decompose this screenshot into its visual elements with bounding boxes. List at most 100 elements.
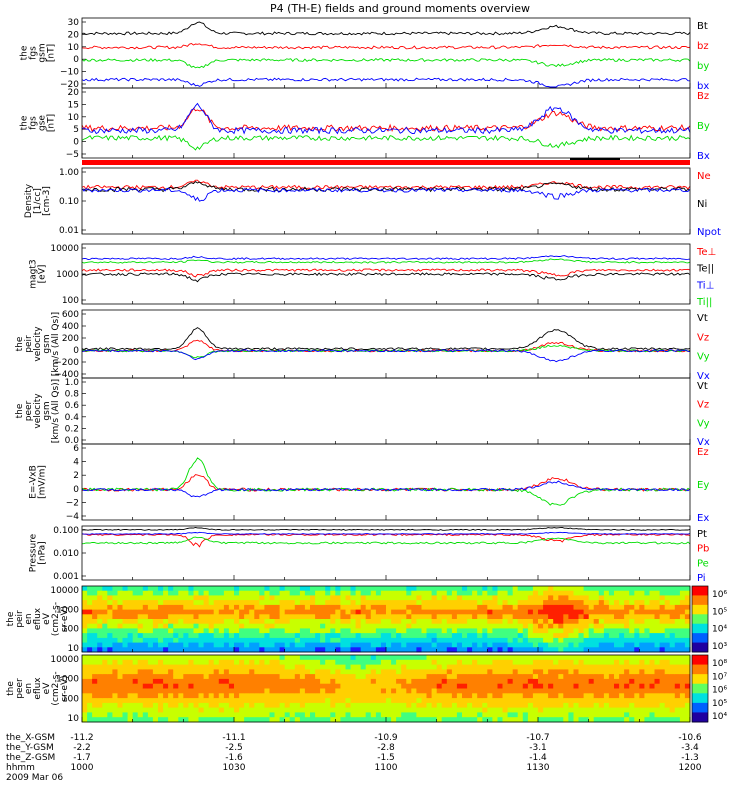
spectrogram-cell [639,693,645,699]
spectrogram-cell [239,688,245,694]
spectrogram-cell [548,609,554,615]
spectrogram-cell [482,707,488,713]
spectrogram-cell [456,698,463,704]
spectrogram-cell [603,698,610,704]
spectrogram-cell [431,623,438,629]
spectrogram-cell [543,628,549,634]
spectrogram-cell [294,623,301,629]
spectrogram-cell [325,688,331,694]
spectrogram-cell [629,590,635,596]
spectrogram-cell [279,600,286,606]
colorbar-segment [692,693,708,704]
spectrogram-cell [279,623,286,629]
spectrogram-cell [492,712,498,718]
spectrogram-cell [396,642,402,648]
spectrogram-cell [102,623,108,629]
spectrogram-cell [198,693,204,699]
spectrogram-cell [102,633,108,639]
spectrogram-cell [391,664,397,670]
panel-frame [81,377,691,445]
spectrogram-cell [264,633,270,639]
spectrogram-cell [639,659,645,665]
spectrogram-cell [183,702,189,709]
spectrogram-cell [269,633,275,639]
spectrogram-cell [614,637,620,643]
spectrogram-cell [107,604,113,610]
spectrogram-cell [436,600,443,606]
spectrogram-cell [249,669,255,675]
spectrogram-cell [117,628,123,634]
spectrogram-cell [639,623,645,629]
spectrogram-cell [213,604,220,610]
spectrogram-cell [543,623,549,629]
spectrogram-cell [117,623,123,629]
spectrogram-cell [183,609,189,615]
spectrogram-cell [325,655,331,661]
spectrogram-cell [259,698,265,704]
spectrogram-cell [198,664,204,670]
spectrogram-cell [684,637,691,643]
spectrogram-cell [249,707,255,713]
spectrogram-cell [497,698,503,704]
spectrogram-cell [441,674,448,680]
spectrogram-cell [517,669,524,675]
spectrogram-cell [249,600,255,606]
spectrogram-cell [649,633,655,639]
spectrogram-cell [487,590,493,596]
ephemeris-value: -10.7 [526,733,549,743]
spectrogram-cell [386,637,392,643]
spectrogram-cell [502,655,508,661]
spectrogram-cell [431,619,438,625]
spectrogram-cell [446,623,453,629]
spectrogram-cell [532,669,539,675]
spectrogram-cell [335,590,341,596]
spectrogram-cell [264,655,270,661]
spectrogram-cell [213,688,220,694]
spectrogram-cell [492,707,498,713]
spectrogram-cell [117,688,123,694]
spectrogram-cell [97,674,103,680]
spectrogram-cell [218,586,225,592]
spectrogram-cell [304,619,311,625]
spectrogram-cell [512,717,519,723]
spectrogram-cell [684,655,691,661]
spectrogram-cell [396,637,402,643]
spectrogram-cell [279,693,286,699]
spectrogram-cell [365,688,372,694]
ytick-label: 10000 [50,244,79,254]
spectrogram-cell [198,600,204,606]
spectrogram-cell [152,590,159,596]
spectrogram-cell [456,659,463,665]
spectrogram-cell [279,688,286,694]
spectrogram-cell [355,623,362,629]
ephemeris-value: -10.9 [374,733,398,743]
spectrogram-cell [163,590,169,596]
spectrogram-cell [330,707,336,713]
spectrogram-cell [563,623,569,629]
spectrogram-cell [239,678,245,685]
spectrogram-cell [543,664,549,670]
spectrogram-cell [370,623,377,629]
spectrogram-cell [117,614,123,620]
spectrogram-cell [497,664,503,670]
spectrogram-cell [208,707,215,713]
spectrogram-cell [482,614,488,620]
spectrogram-cell [426,664,432,670]
spectrogram-cell [132,664,139,670]
spectrogram-cell [330,669,336,675]
spectrogram-cell [492,600,498,606]
spectrogram-cell [82,586,88,592]
spectrogram-cell [345,698,351,704]
spectrogram-cell [563,609,569,615]
spectrogram-cell [548,633,554,639]
spectrogram-cell [431,600,438,606]
ytick-label: 30 [68,18,80,28]
spectrogram-cell [441,637,448,643]
spectrogram-cell [416,614,422,620]
spectrogram-cell [360,595,367,601]
spectrogram-cell [158,642,164,648]
spectrogram-cell [163,628,169,634]
spectrogram-cell [426,633,432,639]
spectrogram-cell [132,674,139,680]
spectrogram-cell [244,614,250,620]
